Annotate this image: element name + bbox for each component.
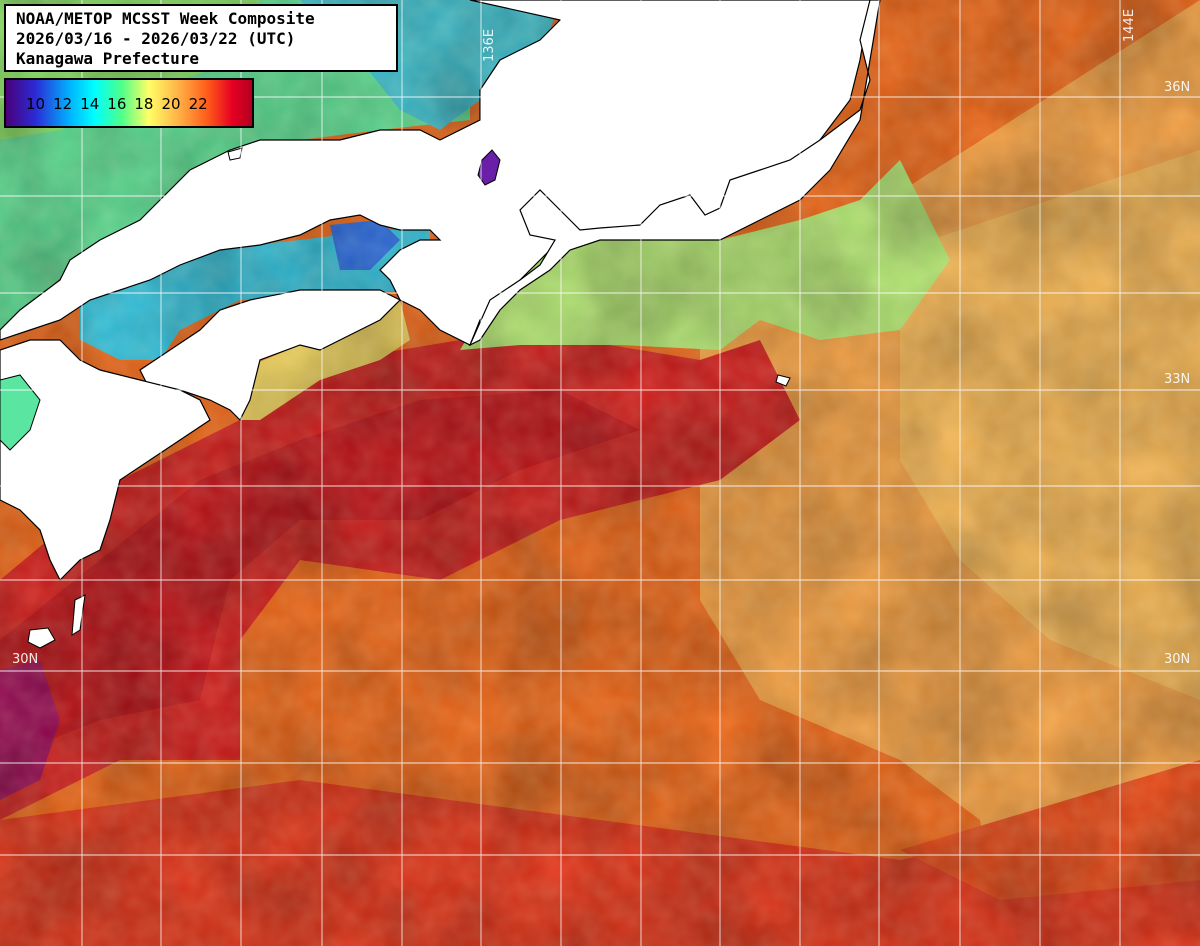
kyushu-west-cool (0, 374, 41, 451)
temperature-legend: 10 12 14 16 18 20 22 (4, 78, 254, 128)
legend-tick: 12 (53, 95, 73, 113)
shikoku-land (139, 289, 402, 422)
legend-tick: 22 (188, 95, 208, 113)
izu-island (775, 374, 791, 387)
lat-label-36n: 36N (1164, 80, 1191, 95)
kii-peninsula (468, 0, 881, 347)
lake-biwa (477, 149, 501, 186)
lon-label-136e: 136E (482, 28, 497, 62)
kyushu-land (0, 339, 211, 582)
yakushima (27, 627, 56, 649)
map-title: NOAA/METOP MCSST Week Composite (16, 9, 315, 28)
legend-tick: 18 (134, 95, 154, 113)
map-date-range: 2026/03/16 - 2026/03/22 (UTC) (16, 29, 296, 48)
legend-tick: 16 (107, 95, 127, 113)
lon-label-144e: 144E (1122, 8, 1137, 42)
legend-tick: 20 (161, 95, 181, 113)
legend-tick: 10 (26, 95, 46, 113)
lat-label-30n-right: 30N (1164, 652, 1191, 667)
legend-tick: 14 (80, 95, 100, 113)
legend-labels: 10 12 14 16 18 20 22 (26, 95, 208, 113)
map-region: Kanagawa Prefecture (16, 49, 200, 68)
lat-label-33n: 33N (1164, 372, 1191, 387)
oki-island (227, 147, 243, 161)
map-title-box: NOAA/METOP MCSST Week Composite 2026/03/… (4, 4, 398, 72)
lat-label-30n-left: 30N (12, 652, 39, 667)
